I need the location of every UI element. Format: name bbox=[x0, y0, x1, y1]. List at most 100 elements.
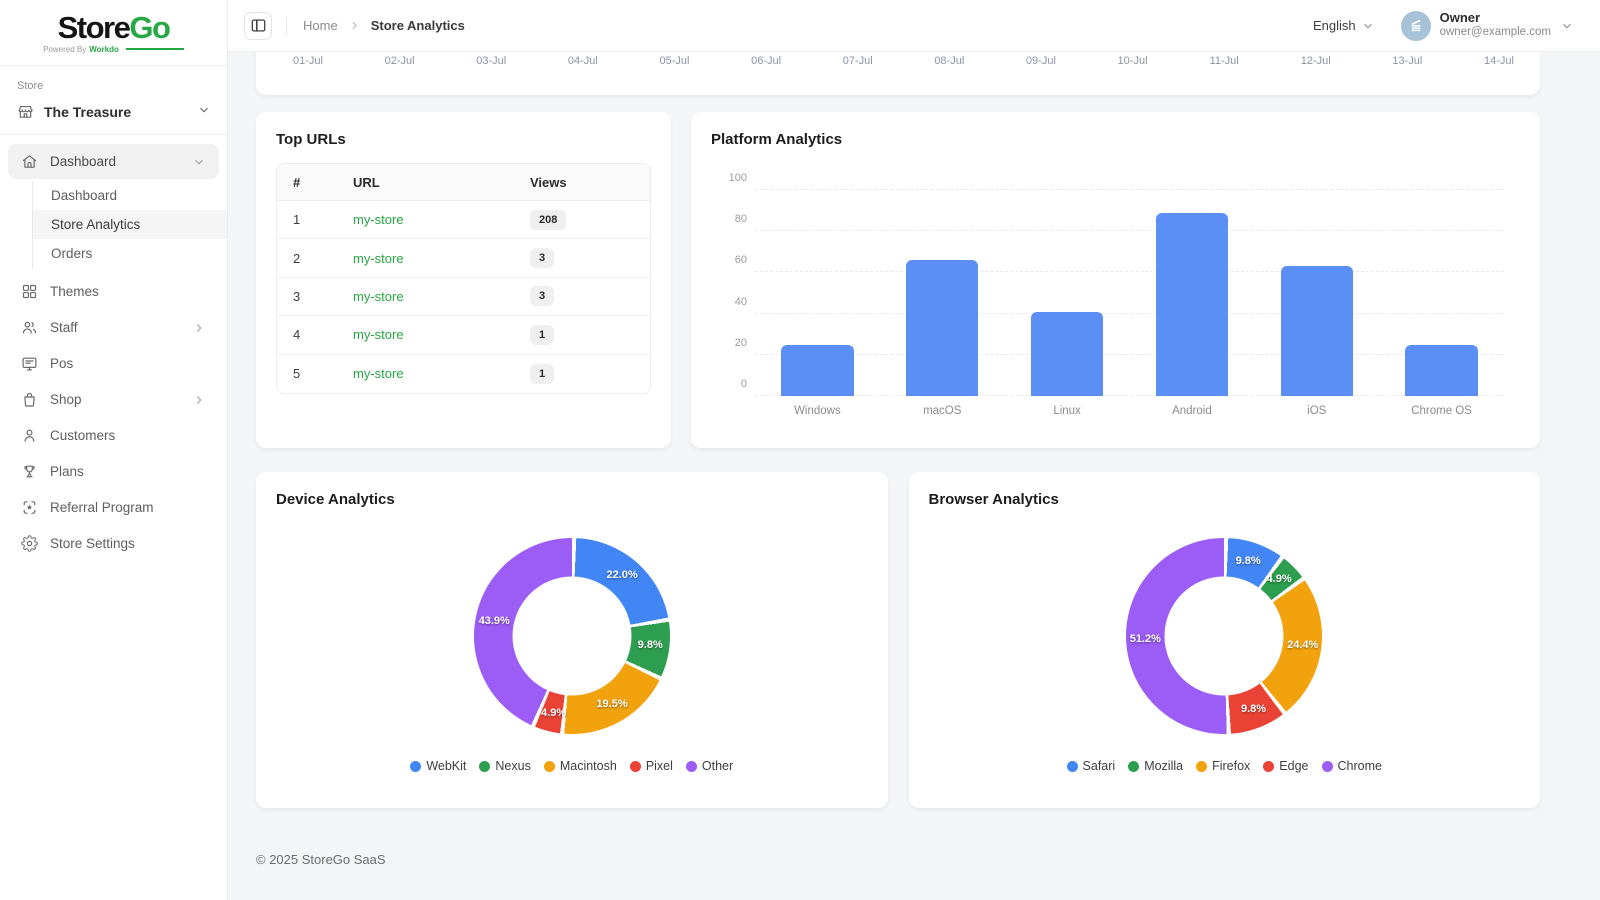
legend-label: Other bbox=[701, 759, 734, 773]
donut-label-safari: 9.8% bbox=[1235, 554, 1261, 567]
chevron-right-icon bbox=[192, 393, 206, 407]
chevron-down-icon bbox=[1361, 19, 1375, 33]
cell-rank: 1 bbox=[293, 212, 301, 228]
sidebar-subitem-dashboard[interactable]: Dashboard bbox=[51, 188, 118, 203]
y-axis-tick: 60 bbox=[734, 254, 747, 267]
legend-item-edge[interactable]: Edge bbox=[1263, 759, 1309, 773]
storefront-icon bbox=[17, 103, 34, 120]
x-axis-label-14-jul: 14-Jul bbox=[1484, 55, 1514, 67]
legend-dot bbox=[479, 760, 491, 772]
legend-item-webkit[interactable]: WebKit bbox=[410, 759, 466, 773]
legend-dot bbox=[1128, 760, 1140, 772]
sidebar-item-label: Store Settings bbox=[50, 536, 135, 551]
monitor-icon bbox=[21, 355, 38, 372]
legend-item-macintosh[interactable]: Macintosh bbox=[543, 759, 617, 773]
bar-ios[interactable] bbox=[1280, 266, 1353, 396]
cell-rank: 3 bbox=[293, 288, 301, 304]
sidebar-subitem-store-analytics[interactable]: Store Analytics bbox=[33, 210, 227, 239]
legend-label: Edge bbox=[1279, 759, 1309, 773]
x-axis-label-06-jul: 06-Jul bbox=[751, 55, 782, 67]
sidebar: StoreGo Powered By Workdo Store The Trea… bbox=[0, 0, 228, 900]
topbar: Home Store Analytics English Owner owner… bbox=[228, 0, 1600, 52]
sidebar-item-plans[interactable]: Plans bbox=[8, 454, 219, 489]
sidebar-item-customers[interactable]: Customers bbox=[8, 418, 219, 453]
sidebar-toggle-button[interactable] bbox=[244, 11, 272, 40]
user-email: owner@example.com bbox=[1439, 26, 1551, 39]
sidebar-item-label: Pos bbox=[50, 356, 74, 371]
donut-label-chrome: 51.2% bbox=[1129, 632, 1161, 645]
top-urls-table: # URL Views 1 my-store 208 2 my-store 3 3 my-st… bbox=[276, 163, 651, 394]
sidebar-item-dashboard[interactable]: Dashboard bbox=[8, 144, 219, 179]
views-badge: 1 bbox=[530, 363, 555, 384]
bar-macos[interactable] bbox=[906, 260, 979, 396]
sidebar-item-label: Themes bbox=[50, 284, 99, 299]
url-link[interactable]: my-store bbox=[353, 366, 404, 382]
x-axis-label-03-jul: 03-Jul bbox=[476, 55, 507, 67]
sidebar-item-shop[interactable]: Shop bbox=[8, 382, 219, 417]
x-axis-label-android: Android bbox=[1172, 405, 1212, 417]
x-axis-label-05-jul: 05-Jul bbox=[659, 55, 690, 67]
sidebar-item-label: Customers bbox=[50, 428, 116, 443]
store-name: The Treasure bbox=[44, 103, 132, 120]
sidebar-item-store-settings[interactable]: Store Settings bbox=[8, 526, 219, 561]
table-row: 4 my-store 1 bbox=[277, 316, 650, 355]
url-link[interactable]: my-store bbox=[353, 288, 404, 304]
legend-item-firefox[interactable]: Firefox bbox=[1196, 759, 1250, 773]
bar-chrome-os[interactable] bbox=[1405, 344, 1478, 396]
logo-text: StoreGo bbox=[57, 9, 171, 45]
bar-linux[interactable] bbox=[1030, 311, 1104, 396]
legend-item-chrome[interactable]: Chrome bbox=[1321, 759, 1382, 773]
user-menu[interactable]: Owner owner@example.com bbox=[1400, 10, 1574, 41]
legend-item-nexus[interactable]: Nexus bbox=[479, 759, 531, 773]
logo[interactable]: StoreGo Powered By Workdo bbox=[0, 0, 227, 66]
sidebar-menu: Dashboard Dashboard Store Analytics Orders T… bbox=[0, 135, 227, 561]
gridline bbox=[755, 230, 1504, 232]
bar-windows[interactable] bbox=[781, 344, 854, 396]
footer-copyright: © 2025 StoreGo SaaS bbox=[256, 852, 386, 867]
sidebar-item-themes[interactable]: Themes bbox=[8, 274, 219, 309]
y-axis-tick: 80 bbox=[734, 213, 747, 226]
donut-label-macintosh: 19.5% bbox=[596, 698, 628, 711]
legend-item-mozilla[interactable]: Mozilla bbox=[1128, 759, 1183, 773]
legend-item-pixel[interactable]: Pixel bbox=[629, 759, 673, 773]
url-link[interactable]: my-store bbox=[353, 250, 404, 266]
breadcrumb-home-link[interactable]: Home bbox=[303, 18, 338, 33]
gridline bbox=[755, 312, 1504, 314]
user-icon bbox=[21, 427, 38, 444]
platform-bar-chart: 0 20 40 60 80 100 Windows macOS Linux Android iOS… bbox=[711, 172, 1520, 417]
gridline bbox=[755, 189, 1504, 190]
chevron-right-icon bbox=[192, 321, 206, 335]
platform-analytics-title: Platform Analytics bbox=[711, 131, 843, 148]
store-selector[interactable]: The Treasure bbox=[0, 101, 227, 135]
donut-hole bbox=[1164, 576, 1284, 696]
views-badge: 208 bbox=[530, 209, 567, 230]
column-header-views: Views bbox=[530, 174, 567, 190]
grid-icon bbox=[21, 283, 38, 300]
browser-legend: Safari Mozilla Firefox Edge Chrome bbox=[1066, 759, 1382, 773]
table-row: 3 my-store 3 bbox=[277, 278, 650, 317]
y-axis-tick: 100 bbox=[728, 172, 747, 184]
sidebar-item-staff[interactable]: Staff bbox=[8, 310, 219, 345]
views-badge: 3 bbox=[530, 286, 555, 307]
bar-android[interactable] bbox=[1155, 212, 1229, 396]
legend-label: Firefox bbox=[1212, 759, 1251, 773]
user-name: Owner bbox=[1439, 10, 1481, 26]
donut-hole bbox=[512, 576, 632, 696]
legend-item-safari[interactable]: Safari bbox=[1066, 759, 1115, 773]
x-axis-label-windows: Windows bbox=[794, 405, 841, 417]
url-link[interactable]: my-store bbox=[353, 327, 404, 343]
language-selector[interactable]: English bbox=[1313, 18, 1375, 33]
timeline-chart-bottom: 01-Jul 02-Jul 03-Jul 04-Jul 05-Jul 06-Jul 07-J… bbox=[256, 52, 1540, 95]
legend-dot bbox=[1263, 760, 1275, 772]
breadcrumb: Home Store Analytics bbox=[303, 18, 465, 33]
legend-item-other[interactable]: Other bbox=[685, 759, 734, 773]
sidebar-item-pos[interactable]: Pos bbox=[8, 346, 219, 381]
table-row: 2 my-store 3 bbox=[277, 239, 650, 278]
sidebar-item-referral-program[interactable]: Referral Program bbox=[8, 490, 219, 525]
url-link[interactable]: my-store bbox=[353, 212, 404, 228]
sidebar-subitem-orders[interactable]: Orders bbox=[51, 246, 93, 261]
y-axis-tick: 40 bbox=[734, 295, 747, 308]
legend-label: Mozilla bbox=[1144, 759, 1184, 773]
table-row: 5 my-store 1 bbox=[277, 355, 650, 393]
x-axis-label-10-jul: 10-Jul bbox=[1117, 55, 1148, 67]
